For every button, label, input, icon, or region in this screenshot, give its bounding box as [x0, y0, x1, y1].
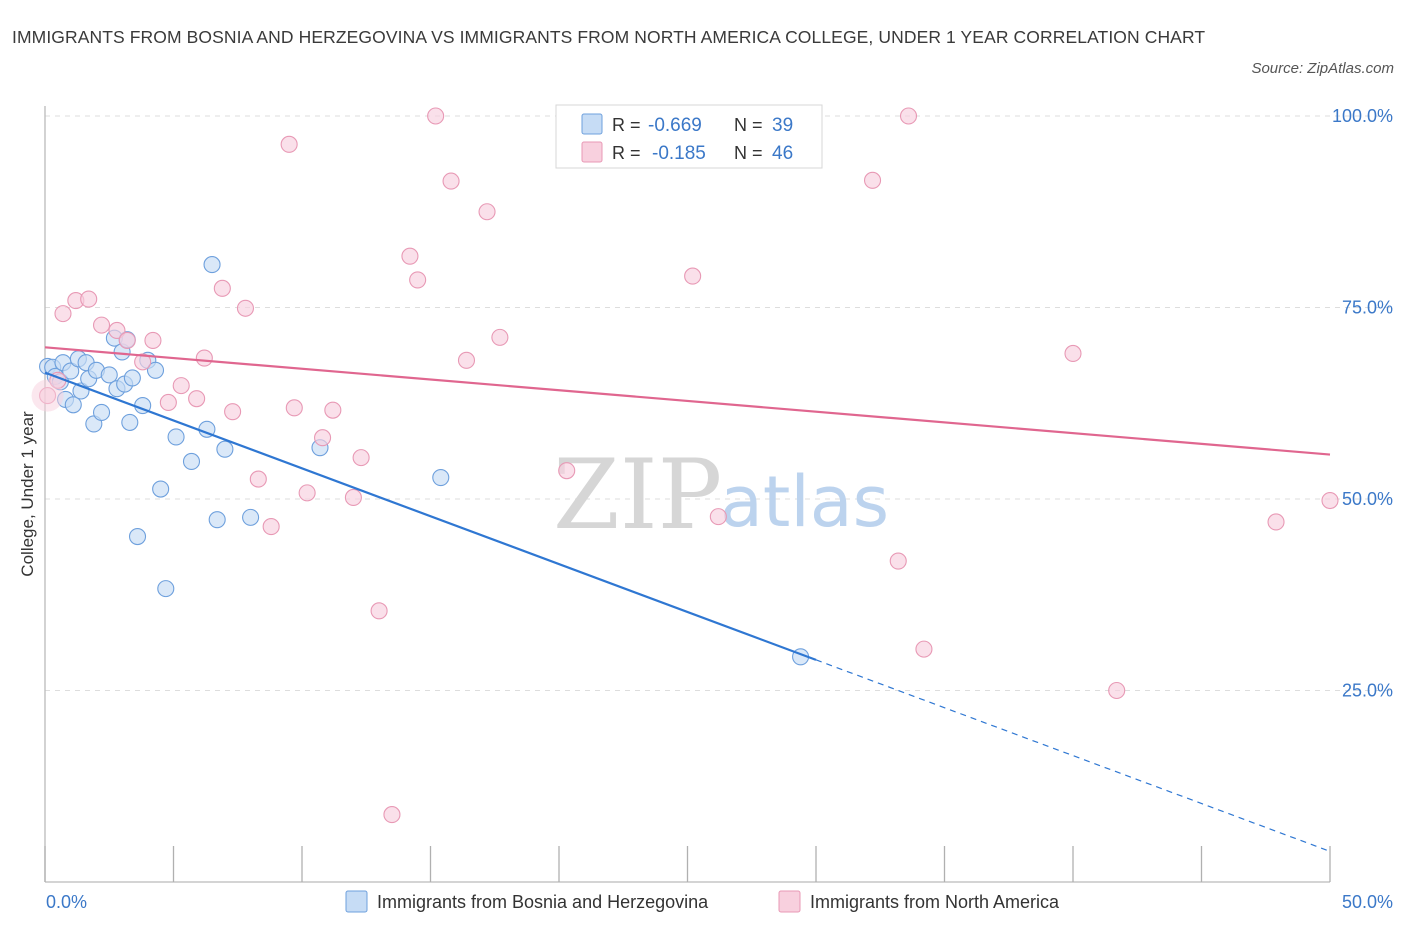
- point-north-america: [409, 271, 427, 289]
- trend-line-bosnia: [44, 371, 817, 661]
- point-north-america: [1321, 491, 1339, 510]
- point-north-america: [457, 351, 476, 369]
- point-bosnia: [123, 369, 141, 387]
- point-north-america: [54, 305, 72, 323]
- trend-layer: [44, 346, 1331, 852]
- stats-r-label-pink: R =: [612, 143, 641, 163]
- point-north-america: [159, 393, 177, 412]
- point-north-america: [889, 552, 907, 570]
- point-north-america: [370, 602, 388, 620]
- point-north-america: [195, 349, 213, 367]
- point-north-america: [31, 379, 64, 412]
- point-north-america: [899, 107, 918, 125]
- point-bosnia: [146, 361, 165, 379]
- point-north-america: [188, 390, 206, 408]
- point-bosnia: [152, 480, 170, 498]
- point-north-america: [442, 172, 460, 190]
- x-tick-label: 50.0%: [1342, 892, 1393, 912]
- stats-swatch-blue: [581, 113, 603, 135]
- point-north-america: [558, 462, 576, 480]
- y-tick-label: 25.0%: [1342, 681, 1393, 701]
- point-north-america: [1064, 344, 1082, 363]
- point-north-america: [262, 518, 280, 536]
- trend-line-bosnia-extension: [815, 659, 1331, 852]
- legend-swatch-bosnia: [345, 890, 368, 913]
- point-bosnia: [121, 413, 139, 431]
- point-north-america: [1267, 513, 1285, 531]
- point-bosnia: [64, 396, 82, 414]
- point-north-america: [224, 403, 242, 421]
- stats-n-label-pink: N =: [734, 143, 763, 163]
- stats-swatch-pink: [581, 141, 603, 163]
- point-north-america: [249, 470, 267, 488]
- point-north-america: [172, 377, 190, 395]
- point-bosnia: [216, 440, 234, 458]
- point-bosnia: [92, 403, 111, 421]
- stats-n-value-blue: 39: [772, 115, 793, 136]
- point-north-america: [80, 290, 98, 308]
- stats-r-value-blue: -0.669: [648, 115, 702, 136]
- stats-n-value-pink: 46: [772, 143, 793, 164]
- y-tick-label: 100.0%: [1332, 106, 1393, 126]
- point-bosnia: [62, 362, 80, 380]
- point-north-america: [491, 328, 509, 346]
- point-bosnia: [100, 366, 118, 384]
- y-tick-label: 75.0%: [1342, 298, 1393, 318]
- stats-n-label-blue: N =: [734, 115, 763, 135]
- point-north-america: [401, 247, 419, 265]
- point-north-america: [352, 449, 370, 467]
- legend-label-north-america: Immigrants from North America: [810, 892, 1060, 912]
- watermark-zip: ZIP: [553, 439, 722, 551]
- watermark: ZIP atlas: [553, 439, 889, 551]
- y-tick-label: 50.0%: [1342, 489, 1393, 509]
- point-bosnia: [242, 508, 260, 526]
- point-north-america: [108, 321, 126, 340]
- point-north-america: [324, 401, 342, 419]
- point-north-america: [236, 299, 255, 317]
- legend-label-bosnia: Immigrants from Bosnia and Herzegovina: [377, 892, 709, 912]
- point-north-america: [863, 171, 882, 189]
- point-north-america: [383, 806, 401, 824]
- source-credit: Source: ZipAtlas.com: [1251, 60, 1394, 77]
- point-north-america: [709, 508, 727, 526]
- point-bosnia: [167, 428, 185, 446]
- point-north-america: [478, 203, 496, 221]
- point-north-america: [280, 135, 298, 153]
- point-bosnia: [203, 256, 221, 274]
- point-north-america: [134, 353, 152, 371]
- grid-layer: [45, 115, 1392, 691]
- stats-legend: R = -0.669 N = 39 R = -0.185 N = 46: [555, 104, 823, 169]
- x-tick-label: 0.0%: [46, 892, 87, 912]
- point-bosnia: [432, 469, 450, 487]
- point-north-america: [427, 107, 445, 125]
- point-north-america: [344, 488, 362, 507]
- y-axis-title: College, Under 1 year: [18, 411, 37, 577]
- point-north-america: [915, 640, 933, 658]
- point-bosnia: [128, 527, 147, 546]
- point-north-america: [213, 279, 231, 297]
- point-north-america: [314, 429, 332, 447]
- point-bosnia: [182, 452, 201, 471]
- point-north-america: [1108, 681, 1126, 700]
- point-north-america: [298, 484, 316, 502]
- stats-r-label-blue: R =: [612, 115, 641, 135]
- point-north-america: [144, 331, 162, 349]
- stats-r-value-pink: -0.185: [652, 143, 706, 164]
- chart-title: IMMIGRANTS FROM BOSNIA AND HERZEGOVINA V…: [12, 27, 1206, 47]
- point-bosnia: [157, 580, 175, 598]
- point-north-america: [118, 331, 136, 349]
- point-north-america: [684, 267, 702, 285]
- trend-line-north-america: [44, 346, 1331, 456]
- watermark-atlas: atlas: [720, 461, 889, 543]
- axis-layer: 25.0% 50.0% 75.0% 100.0% 0.0% 50.0%: [44, 106, 1393, 912]
- point-north-america: [285, 399, 303, 417]
- point-north-america: [92, 316, 111, 334]
- series-legend: Immigrants from Bosnia and Herzegovina I…: [345, 890, 1060, 913]
- point-bosnia: [208, 511, 226, 529]
- legend-swatch-north-america: [778, 890, 801, 913]
